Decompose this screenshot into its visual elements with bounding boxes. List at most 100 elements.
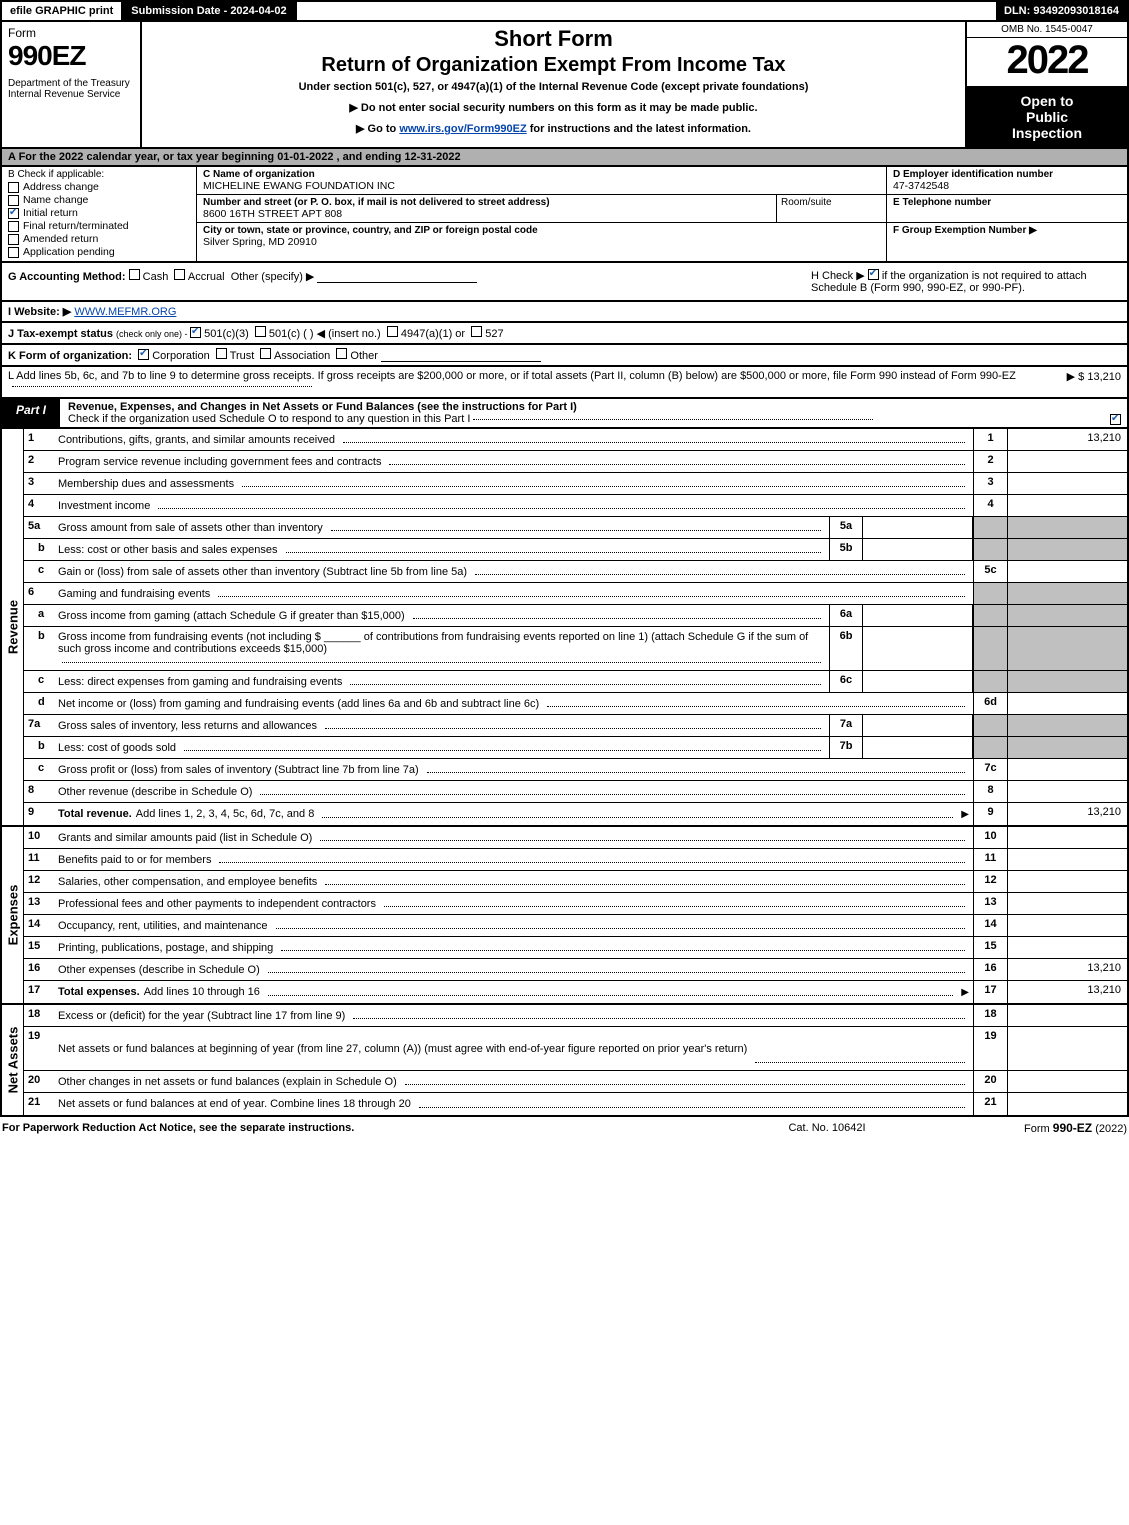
j-4947-checkbox[interactable] xyxy=(387,326,398,337)
b-checkbox-2[interactable] xyxy=(8,208,19,219)
c-name-label: C Name of organization xyxy=(203,169,880,180)
line-number: 16 xyxy=(24,959,58,980)
line-number: a xyxy=(24,605,58,626)
b-checkbox-4[interactable] xyxy=(8,234,19,245)
e-row: E Telephone number xyxy=(887,195,1127,223)
k-other-checkbox[interactable] xyxy=(336,348,347,359)
column-def: D Employer identification number 47-3742… xyxy=(887,167,1127,261)
line-description: Less: direct expenses from gaming and fu… xyxy=(58,671,829,692)
h-pre: H Check ▶ xyxy=(811,270,868,282)
ref-cell: 6d xyxy=(973,693,1007,714)
b-checkbox-1[interactable] xyxy=(8,195,19,206)
efile-print[interactable]: efile GRAPHIC print xyxy=(2,2,123,20)
line-description: Less: cost or other basis and sales expe… xyxy=(58,539,829,560)
line-row: 2Program service revenue including gover… xyxy=(24,451,1127,473)
top-bar: efile GRAPHIC print Submission Date - 20… xyxy=(0,0,1129,22)
amount-cell xyxy=(1007,451,1127,472)
line-number: c xyxy=(24,671,58,692)
line-row: 8Other revenue (describe in Schedule O)8 xyxy=(24,781,1127,803)
line-number: d xyxy=(24,693,58,714)
other-label: Other (specify) ▶ xyxy=(231,271,315,283)
c-city-row: City or town, state or province, country… xyxy=(197,223,886,261)
g-section: G Accounting Method: Cash Accrual Other … xyxy=(8,269,801,294)
cash-checkbox[interactable] xyxy=(129,269,140,280)
line-number: b xyxy=(24,627,58,670)
k-assoc-checkbox[interactable] xyxy=(260,348,271,359)
amount-cell xyxy=(1007,539,1127,560)
line-description: Gross income from fundraising events (no… xyxy=(58,627,829,670)
line-description: Other changes in net assets or fund bala… xyxy=(58,1071,973,1092)
ref-cell xyxy=(973,605,1007,626)
irs-link[interactable]: www.irs.gov/Form990EZ xyxy=(399,123,526,135)
line-row: 11Benefits paid to or for members11 xyxy=(24,849,1127,871)
amount-cell xyxy=(1007,605,1127,626)
line-number: c xyxy=(24,759,58,780)
header-left: Form 990EZ Department of the Treasury In… xyxy=(2,22,142,147)
net-label: Net Assets xyxy=(5,1027,20,1094)
footer-right-bold: 990-EZ xyxy=(1053,1121,1092,1135)
b-label-5: Application pending xyxy=(23,246,115,258)
i-label: I Website: ▶ xyxy=(8,306,71,318)
department: Department of the Treasury Internal Reve… xyxy=(8,78,134,100)
other-specify-field[interactable] xyxy=(317,269,477,283)
line-description: Professional fees and other payments to … xyxy=(58,893,973,914)
b-label-3: Final return/terminated xyxy=(23,220,129,232)
j-501c-checkbox[interactable] xyxy=(255,326,266,337)
section-a: A For the 2022 calendar year, or tax yea… xyxy=(0,149,1129,167)
open-line-1: Open to xyxy=(971,93,1123,109)
line-number: b xyxy=(24,737,58,758)
b-item: Final return/terminated xyxy=(8,220,190,232)
line-description: Gross profit or (loss) from sales of inv… xyxy=(58,759,973,780)
line-description: Grants and similar amounts paid (list in… xyxy=(58,827,973,848)
ref-cell xyxy=(973,517,1007,538)
j-label: J Tax-exempt status xyxy=(8,328,113,340)
k-other-field[interactable] xyxy=(381,348,541,362)
website-link[interactable]: WWW.MEFMR.ORG xyxy=(74,306,176,318)
line-description: Gain or (loss) from sale of assets other… xyxy=(58,561,973,582)
line-description: Gross sales of inventory, less returns a… xyxy=(58,715,829,736)
accrual-checkbox[interactable] xyxy=(174,269,185,280)
instruction-1: ▶ Do not enter social security numbers o… xyxy=(150,101,957,114)
inner-amount xyxy=(863,539,973,560)
line-number: 9 xyxy=(24,803,58,825)
b-checkbox-5[interactable] xyxy=(8,247,19,258)
amount-cell xyxy=(1007,737,1127,758)
line-row: 12Salaries, other compensation, and empl… xyxy=(24,871,1127,893)
k-label: K Form of organization: xyxy=(8,350,132,362)
part-1-checkbox[interactable] xyxy=(1110,414,1121,425)
b-label-2: Initial return xyxy=(23,207,78,219)
j-501c3-checkbox[interactable] xyxy=(190,327,201,338)
j-527-checkbox[interactable] xyxy=(471,326,482,337)
ref-cell xyxy=(973,627,1007,670)
j-opt3: 4947(a)(1) or xyxy=(401,328,465,340)
j-opt1: 501(c)(3) xyxy=(204,328,249,340)
line-number: 10 xyxy=(24,827,58,848)
amount-cell xyxy=(1007,759,1127,780)
b-item: Address change xyxy=(8,181,190,193)
k-corp-checkbox[interactable] xyxy=(138,349,149,360)
h-checkbox[interactable] xyxy=(868,269,879,280)
k-other: Other xyxy=(350,350,378,362)
b-checkbox-0[interactable] xyxy=(8,182,19,193)
net-vert-label: Net Assets xyxy=(2,1005,24,1115)
part-1-header: Part I Revenue, Expenses, and Changes in… xyxy=(0,399,1129,429)
c-street-label: Number and street (or P. O. box, if mail… xyxy=(203,197,776,208)
line-description: Gaming and fundraising events xyxy=(58,583,973,604)
line-row: 14Occupancy, rent, utilities, and mainte… xyxy=(24,915,1127,937)
org-street: 8600 16TH STREET APT 808 xyxy=(203,208,776,220)
line-number: 13 xyxy=(24,893,58,914)
b-label-4: Amended return xyxy=(23,233,98,245)
line-row: 18Excess or (deficit) for the year (Subt… xyxy=(24,1005,1127,1027)
amount-cell xyxy=(1007,1093,1127,1115)
inner-ref: 7b xyxy=(829,737,863,758)
l-text: L Add lines 5b, 6c, and 7b to line 9 to … xyxy=(8,370,1016,382)
ref-cell: 5c xyxy=(973,561,1007,582)
c-street-row: Number and street (or P. O. box, if mail… xyxy=(197,195,886,223)
e-label: E Telephone number xyxy=(893,197,1121,208)
line-number: 4 xyxy=(24,495,58,516)
k-trust-checkbox[interactable] xyxy=(216,348,227,359)
amount-cell xyxy=(1007,1027,1127,1070)
b-checkbox-3[interactable] xyxy=(8,221,19,232)
ref-cell: 1 xyxy=(973,429,1007,450)
open-to-public: Open to Public Inspection xyxy=(967,87,1127,147)
